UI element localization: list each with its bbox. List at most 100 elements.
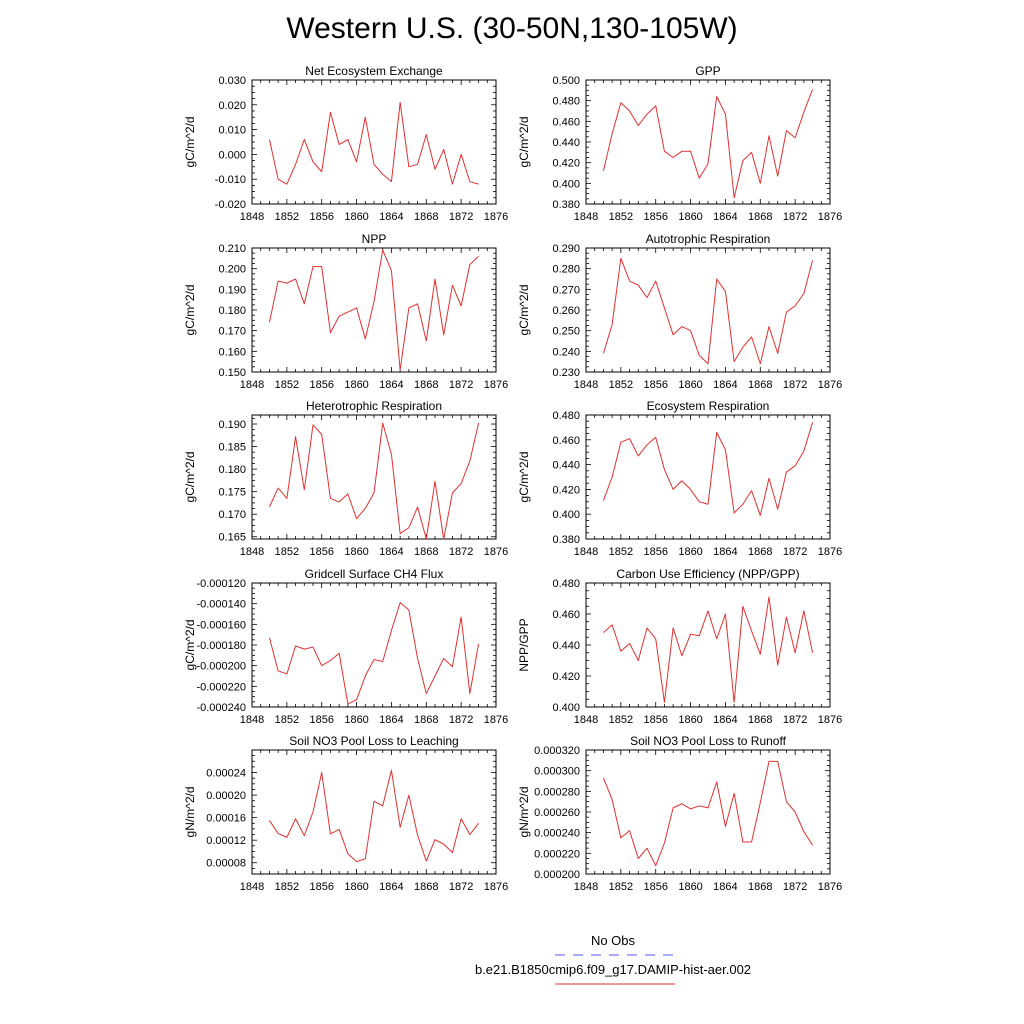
y-tick-label: 0.160 xyxy=(218,346,246,358)
y-tick-label: 0.440 xyxy=(552,137,580,149)
x-tick-label: 1852 xyxy=(609,211,633,223)
x-tick-label: 1860 xyxy=(344,546,368,558)
x-tick-label: 1856 xyxy=(309,714,333,726)
y-tick-label: 0.440 xyxy=(552,460,580,472)
panel-title: GPP xyxy=(695,64,720,78)
panel-title: Gridcell Surface CH4 Flux xyxy=(305,567,444,581)
y-tick-label: 0.270 xyxy=(552,284,580,296)
x-tick-label: 1876 xyxy=(818,211,842,223)
x-tick-label: 1856 xyxy=(309,379,333,391)
y-axis-label: gC/m^2/d xyxy=(183,452,197,503)
x-tick-label: 1876 xyxy=(484,546,508,558)
y-tick-label: 0.400 xyxy=(552,178,580,190)
y-tick-label: 0.165 xyxy=(218,532,246,544)
x-tick-label: 1872 xyxy=(449,546,473,558)
x-tick-label: 1852 xyxy=(609,379,633,391)
series-line-0 xyxy=(603,596,814,703)
x-tick-label: 1876 xyxy=(818,379,842,391)
series-line-0 xyxy=(269,769,479,863)
y-axis-label: gC/m^2/d xyxy=(517,285,531,336)
x-tick-label: 1856 xyxy=(309,546,333,558)
y-tick-label: 0.180 xyxy=(218,464,246,476)
y-tick-label: 0.00024 xyxy=(206,768,246,780)
x-tick-label: 1860 xyxy=(344,211,368,223)
panel-title: NPP xyxy=(362,232,387,246)
chart-panel-3: Autotrophic Respiration gC/m^2/d 1848 1852 1… xyxy=(517,232,842,391)
y-tick-label: 0.440 xyxy=(552,640,580,652)
x-tick-label: 1868 xyxy=(414,714,438,726)
series-line-0 xyxy=(268,101,479,185)
x-tick-label: 1864 xyxy=(713,881,737,893)
y-tick-label: 0.460 xyxy=(552,609,580,621)
x-tick-label: 1848 xyxy=(574,211,598,223)
chart-panel-2: NPP gC/m^2/d 1848 1852 1856 1860 1864 1868 1872 1… xyxy=(183,232,508,391)
y-tick-label: -0.000120 xyxy=(196,578,246,590)
x-tick-label: 1860 xyxy=(678,714,702,726)
y-tick-label: 0.030 xyxy=(218,75,246,87)
x-tick-label: 1864 xyxy=(379,881,403,893)
y-tick-label: 0.460 xyxy=(552,116,580,128)
y-tick-label: 0.480 xyxy=(552,578,580,590)
y-tick-label: -0.000240 xyxy=(196,702,246,714)
series-line-0 xyxy=(268,422,480,540)
x-tick-label: 1872 xyxy=(783,546,807,558)
chart-panel-5: Ecosystem Respiration gC/m^2/d 1848 1852 185… xyxy=(517,399,842,558)
x-tick-label: 1848 xyxy=(240,211,264,223)
x-tick-label: 1848 xyxy=(574,546,598,558)
y-tick-label: 0.420 xyxy=(552,671,580,683)
x-tick-label: 1852 xyxy=(609,881,633,893)
y-tick-label: 0.175 xyxy=(218,487,246,499)
x-tick-label: 1868 xyxy=(748,714,772,726)
y-tick-label: 0.170 xyxy=(218,509,246,521)
x-tick-label: 1852 xyxy=(275,714,299,726)
x-tick-label: 1872 xyxy=(783,379,807,391)
page-title: Western U.S. (30-50N,130-105W) xyxy=(286,12,738,45)
plot-frame xyxy=(251,79,497,205)
y-tick-label: 0.240 xyxy=(552,346,580,358)
x-tick-label: 1860 xyxy=(678,546,702,558)
series-line-0 xyxy=(602,89,814,199)
x-tick-label: 1856 xyxy=(643,714,667,726)
y-tick-label: -0.010 xyxy=(215,174,246,186)
x-tick-label: 1872 xyxy=(449,714,473,726)
x-tick-label: 1860 xyxy=(344,379,368,391)
x-tick-label: 1848 xyxy=(574,881,598,893)
y-tick-label: 0.010 xyxy=(218,125,246,137)
y-tick-label: 0.400 xyxy=(552,702,580,714)
x-tick-label: 1864 xyxy=(379,546,403,558)
x-tick-label: 1852 xyxy=(275,379,299,391)
x-tick-label: 1868 xyxy=(414,379,438,391)
x-tick-label: 1868 xyxy=(748,379,772,391)
y-tick-label: -0.000200 xyxy=(196,661,246,673)
y-axis-label: NPP/GPP xyxy=(517,618,531,671)
y-tick-label: 0.230 xyxy=(552,367,580,379)
x-tick-label: 1848 xyxy=(574,379,598,391)
series-line-0 xyxy=(602,422,814,516)
x-tick-label: 1872 xyxy=(449,379,473,391)
x-tick-label: 1860 xyxy=(678,379,702,391)
y-tick-label: 0.000280 xyxy=(534,786,580,798)
plot-frame xyxy=(251,749,497,875)
chart-panel-0: Net Ecosystem Exchange gC/m^2/d 1848 1852 18… xyxy=(183,64,508,223)
y-tick-label: 0.020 xyxy=(218,100,246,112)
chart-panel-7: Carbon Use Efficiency (NPP/GPP) NPP/GPP 18… xyxy=(517,567,842,726)
y-tick-label: 0.500 xyxy=(552,75,580,87)
x-tick-label: 1848 xyxy=(240,546,264,558)
x-tick-label: 1852 xyxy=(275,546,299,558)
x-tick-label: 1860 xyxy=(344,714,368,726)
y-axis-label: gC/m^2/d xyxy=(183,620,197,671)
x-tick-label: 1876 xyxy=(818,546,842,558)
x-tick-label: 1868 xyxy=(748,546,772,558)
plot-frame xyxy=(585,749,831,875)
x-tick-label: 1872 xyxy=(449,881,473,893)
x-tick-label: 1860 xyxy=(344,881,368,893)
x-tick-label: 1872 xyxy=(783,714,807,726)
panel-title: Autotrophic Respiration xyxy=(646,232,771,246)
x-tick-label: 1856 xyxy=(643,379,667,391)
y-tick-label: 0.200 xyxy=(218,264,246,276)
y-axis-label: gN/m^2/d xyxy=(517,787,531,838)
x-tick-label: 1856 xyxy=(643,211,667,223)
y-tick-label: 0.00016 xyxy=(206,813,246,825)
y-tick-label: 0.000200 xyxy=(534,869,580,881)
x-tick-label: 1852 xyxy=(275,881,299,893)
